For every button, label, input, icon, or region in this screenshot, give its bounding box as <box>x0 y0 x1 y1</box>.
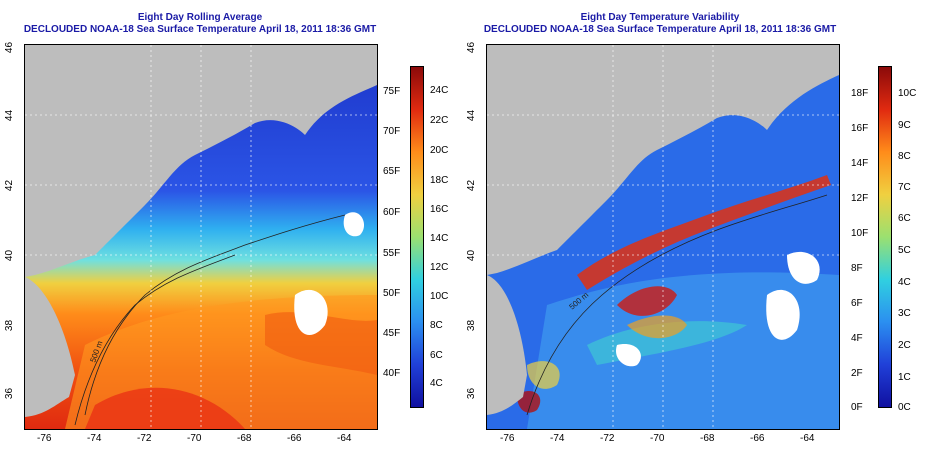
left-x-tick: -66 <box>287 433 302 444</box>
left-colorbar-c-label: 22C <box>430 115 449 126</box>
left-colorbar-c-label: 6C <box>430 350 443 361</box>
left-colorbar-c-label: 12C <box>430 262 449 273</box>
left-colorbar-c-label: 20C <box>430 145 449 156</box>
left-y-tick: 46 <box>4 41 16 54</box>
right-colorbar-c-label: 8C <box>898 151 911 162</box>
right-colorbar-c-label: 1C <box>898 372 911 383</box>
right-colorbar-c-label: 0C <box>898 402 911 413</box>
right-panel-title: Eight Day Temperature Variability <box>580 12 740 23</box>
left-x-tick: -64 <box>337 433 352 444</box>
left-x-tick: -68 <box>237 433 252 444</box>
left-y-tick: 36 <box>4 387 16 400</box>
right-colorbar-c-label: 4C <box>898 277 911 288</box>
right-colorbar-c-label: 9C <box>898 120 911 131</box>
right-colorbar-c-label: 6C <box>898 213 911 224</box>
right-colorbar-f-label: 18F <box>851 88 869 99</box>
left-colorbar-c-label: 18C <box>430 175 449 186</box>
right-y-tick: 46 <box>466 41 478 54</box>
left-panel-subtitle: DECLOUDED NOAA-18 Sea Surface Temperatur… <box>23 24 377 35</box>
right-colorbar-c-label: 5C <box>898 245 911 256</box>
right-y-tick: 44 <box>466 109 478 122</box>
right-colorbar-f-label: 10F <box>851 228 869 239</box>
right-y-tick: 36 <box>466 387 478 400</box>
left-colorbar-c-label: 24C <box>430 85 449 96</box>
right-variability-map: 500 m <box>486 44 840 430</box>
left-x-tick: -76 <box>37 433 52 444</box>
left-x-tick: -74 <box>87 433 102 444</box>
left-colorbar-c-label: 14C <box>430 233 449 244</box>
left-colorbar-f-label: 65F <box>383 166 401 177</box>
right-colorbar <box>878 66 892 408</box>
left-colorbar-f-label: 75F <box>383 86 401 97</box>
right-y-tick: 38 <box>466 319 478 332</box>
left-colorbar-c-label: 8C <box>430 320 443 331</box>
right-y-tick: 40 <box>466 249 478 262</box>
left-x-tick: -72 <box>137 433 152 444</box>
left-colorbar <box>410 66 424 408</box>
left-y-tick: 44 <box>4 109 16 122</box>
right-colorbar-c-label: 3C <box>898 308 911 319</box>
left-colorbar-f-label: 40F <box>383 368 401 379</box>
right-colorbar-f-label: 8F <box>851 263 863 274</box>
left-y-tick: 40 <box>4 249 16 262</box>
right-colorbar-c-label: 2C <box>898 340 911 351</box>
right-colorbar-f-label: 14F <box>851 158 869 169</box>
left-colorbar-c-label: 16C <box>430 204 449 215</box>
right-colorbar-f-label: 16F <box>851 123 869 134</box>
right-colorbar-f-label: 2F <box>851 368 863 379</box>
left-colorbar-f-label: 45F <box>383 328 401 339</box>
left-sst-map: 500 m <box>24 44 378 430</box>
left-y-tick: 42 <box>4 179 16 192</box>
right-colorbar-f-label: 12F <box>851 193 869 204</box>
right-x-tick: -74 <box>550 433 565 444</box>
right-colorbar-f-label: 0F <box>851 402 863 413</box>
right-colorbar-f-label: 6F <box>851 298 863 309</box>
right-y-tick: 42 <box>466 179 478 192</box>
left-panel-title: Eight Day Rolling Average <box>137 12 263 23</box>
left-colorbar-c-label: 4C <box>430 378 443 389</box>
right-x-tick: -76 <box>500 433 515 444</box>
left-colorbar-c-label: 10C <box>430 291 449 302</box>
left-x-tick: -70 <box>187 433 202 444</box>
right-colorbar-c-label: 10C <box>898 88 917 99</box>
right-x-tick: -68 <box>700 433 715 444</box>
right-x-tick: -70 <box>650 433 665 444</box>
left-y-tick: 38 <box>4 319 16 332</box>
left-colorbar-f-label: 55F <box>383 248 401 259</box>
right-x-tick: -66 <box>750 433 765 444</box>
left-colorbar-f-label: 70F <box>383 126 401 137</box>
right-colorbar-f-label: 4F <box>851 333 863 344</box>
left-colorbar-f-label: 50F <box>383 288 401 299</box>
right-x-tick: -64 <box>800 433 815 444</box>
right-colorbar-c-label: 7C <box>898 182 911 193</box>
left-colorbar-f-label: 60F <box>383 207 401 218</box>
right-panel-subtitle: DECLOUDED NOAA-18 Sea Surface Temperatur… <box>483 24 837 35</box>
right-x-tick: -72 <box>600 433 615 444</box>
